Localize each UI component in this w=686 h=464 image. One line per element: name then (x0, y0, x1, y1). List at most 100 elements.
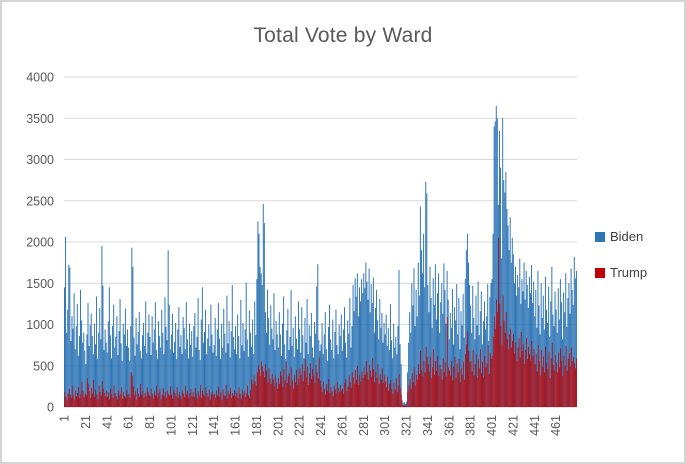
bar-trump (79, 397, 81, 407)
bar-biden (224, 333, 226, 407)
bar-trump (310, 363, 311, 407)
bar-biden (352, 284, 354, 407)
bar-biden (276, 334, 278, 407)
bar-trump (465, 354, 466, 407)
bar-trump (187, 391, 189, 407)
bar-trump (223, 394, 225, 407)
bar-biden (455, 320, 457, 407)
bar-trump (283, 369, 285, 407)
bar-trump (330, 387, 332, 407)
bar-biden (185, 302, 187, 407)
bar-trump (92, 393, 93, 407)
bar-trump (159, 389, 161, 407)
bar-biden (523, 262, 525, 407)
legend-item-biden[interactable]: Biden (595, 229, 647, 244)
bar-biden (336, 345, 338, 407)
bar-biden (543, 329, 545, 407)
bar-trump (317, 378, 319, 407)
bar-trump (411, 373, 413, 407)
bar-trump (393, 383, 395, 407)
bar-trump (294, 374, 295, 407)
bar-biden (458, 298, 460, 407)
bar-biden (109, 335, 111, 407)
bar-trump (376, 378, 378, 407)
bar-biden (130, 326, 132, 407)
bar-trump (275, 382, 277, 407)
bar-biden (258, 233, 260, 407)
bar-trump (573, 356, 574, 407)
bar-biden (294, 316, 296, 407)
bar-trump (131, 375, 133, 407)
bar-biden (441, 283, 443, 407)
bar-biden (562, 339, 564, 407)
bar-trump (98, 385, 100, 407)
bar-biden (383, 322, 385, 407)
bar-trump (171, 394, 172, 407)
bar-trump (100, 395, 102, 407)
bar-biden (494, 121, 496, 408)
bar-trump (64, 392, 66, 407)
bar-trump (124, 396, 125, 407)
bar-biden (367, 299, 369, 407)
bar-biden (559, 279, 561, 407)
bar-trump (86, 378, 88, 407)
bar-biden (222, 347, 224, 407)
bar-trump (564, 365, 566, 407)
bar-biden (340, 314, 342, 407)
bar-trump (349, 382, 351, 407)
bar-biden (107, 321, 109, 407)
bar-biden (261, 284, 263, 407)
bar-trump (356, 379, 357, 407)
bar-trump (211, 391, 213, 407)
bar-trump (502, 295, 504, 407)
bar-biden (544, 276, 546, 407)
bar-trump (513, 334, 514, 407)
bar-trump (480, 349, 481, 407)
bar-trump (471, 371, 473, 407)
bar-trump (90, 397, 91, 407)
bar-biden (334, 331, 336, 407)
bar-biden (546, 309, 547, 407)
bar-biden (408, 342, 410, 407)
bar-biden (398, 270, 400, 407)
bar-biden (71, 316, 73, 407)
bar-biden (323, 334, 325, 407)
bar-biden (168, 304, 170, 407)
bar-trump (257, 364, 259, 407)
bar-trump (536, 371, 538, 407)
bar-biden (230, 331, 232, 407)
bar-trump (160, 399, 162, 407)
legend-item-trump[interactable]: Trump (595, 265, 647, 280)
bar-biden (101, 246, 103, 407)
bar-trump (142, 390, 144, 407)
x-axis-tick-label: 21 (79, 415, 93, 429)
bar-trump (99, 392, 101, 407)
bar-trump (180, 399, 182, 407)
bar-biden (432, 278, 434, 407)
bar-biden (387, 327, 389, 407)
bar-biden (177, 329, 179, 407)
bar-biden (164, 297, 166, 407)
bar-trump (522, 344, 524, 407)
bar-trump (396, 392, 398, 407)
bar-trump (107, 397, 108, 407)
bar-biden (464, 279, 466, 407)
bar-biden (532, 303, 534, 407)
bar-biden (200, 319, 202, 407)
bar-trump (281, 375, 283, 407)
bar-biden (351, 326, 353, 407)
bar-biden (449, 312, 451, 407)
bar-trump (270, 383, 272, 407)
bar-biden (477, 281, 479, 407)
bar-trump (367, 379, 369, 407)
bar-biden (159, 336, 161, 407)
bar-biden (547, 322, 549, 407)
bar-trump (314, 383, 316, 407)
bar-biden (501, 258, 503, 407)
bar-biden (362, 293, 364, 407)
bar-biden (337, 354, 339, 407)
bar-biden (254, 301, 256, 407)
bar-biden (170, 334, 172, 407)
